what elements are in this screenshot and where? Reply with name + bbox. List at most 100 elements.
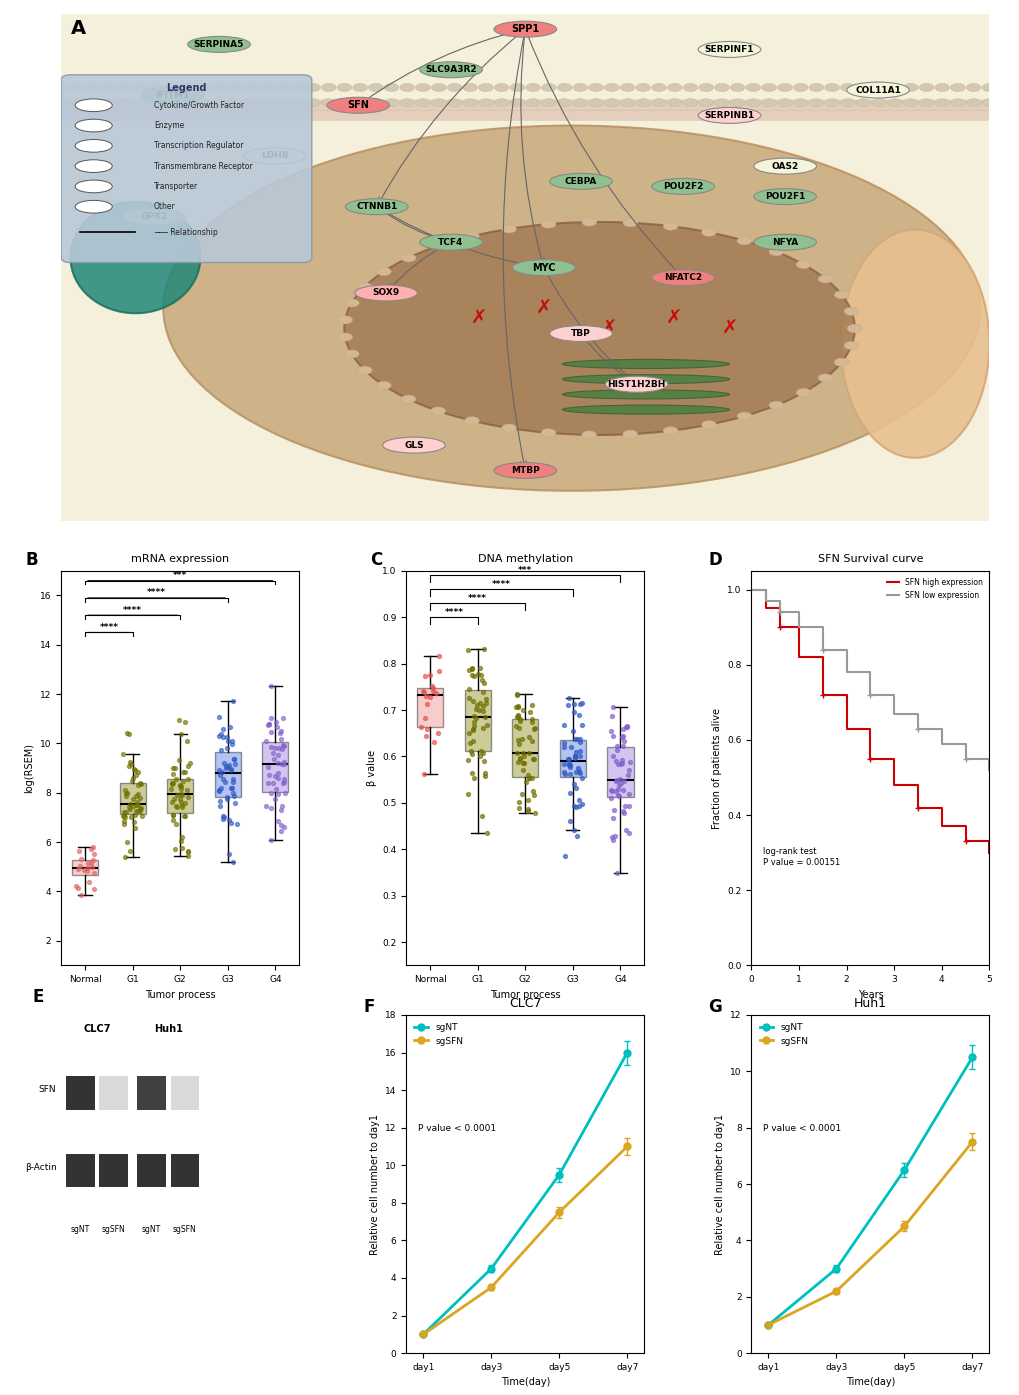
Point: [131, 771, 148, 794]
Point: [121, 723, 138, 745]
FancyBboxPatch shape: [61, 75, 312, 262]
Point: [270, 744, 286, 766]
Circle shape: [965, 99, 980, 107]
Point: [268, 710, 284, 732]
Point: [607, 780, 624, 802]
Point: [461, 678, 477, 700]
Circle shape: [211, 84, 226, 92]
Point: [570, 756, 586, 778]
Point: [165, 809, 181, 831]
Circle shape: [321, 84, 335, 92]
Line: sgSFN: sgSFN: [764, 1138, 975, 1328]
Circle shape: [651, 84, 665, 92]
Point: [515, 745, 531, 767]
Point: [526, 802, 542, 824]
Point: [615, 802, 632, 824]
Circle shape: [337, 333, 353, 342]
Point: [128, 794, 145, 816]
Point: [167, 769, 183, 791]
Text: Legend: Legend: [166, 82, 207, 92]
PathPatch shape: [167, 778, 194, 813]
Point: [72, 848, 89, 870]
Point: [263, 829, 279, 851]
Circle shape: [431, 99, 445, 107]
Circle shape: [871, 99, 886, 107]
Point: [76, 859, 93, 882]
Point: [604, 806, 621, 829]
Point: [567, 745, 583, 767]
Circle shape: [116, 84, 131, 92]
Circle shape: [823, 99, 839, 107]
Point: [224, 691, 240, 713]
Point: [181, 752, 198, 774]
Circle shape: [776, 99, 792, 107]
Point: [613, 778, 630, 801]
Legend: SFN high expression, SFN low expression: SFN high expression, SFN low expression: [883, 575, 984, 603]
Circle shape: [321, 99, 335, 107]
Point: [525, 784, 541, 806]
Point: [612, 749, 629, 771]
Point: [220, 753, 236, 776]
Circle shape: [305, 84, 320, 92]
Point: [169, 795, 185, 817]
Text: NFATC2: NFATC2: [663, 273, 701, 282]
Title: SFN Survival curve: SFN Survival curve: [817, 554, 922, 565]
Circle shape: [510, 84, 525, 92]
PathPatch shape: [71, 861, 98, 876]
Circle shape: [196, 99, 210, 107]
Point: [568, 777, 584, 799]
Point: [260, 713, 276, 735]
Ellipse shape: [141, 86, 204, 103]
Circle shape: [635, 84, 650, 92]
Ellipse shape: [419, 61, 482, 78]
Ellipse shape: [753, 234, 816, 250]
Text: F: F: [363, 997, 374, 1016]
sgSFN: [485, 1279, 497, 1296]
Point: [569, 728, 585, 751]
Text: ***: ***: [518, 566, 532, 575]
Circle shape: [148, 84, 163, 92]
X-axis label: Time(day): Time(day): [500, 1377, 549, 1388]
Point: [117, 847, 133, 869]
Point: [522, 702, 538, 724]
Ellipse shape: [561, 389, 729, 399]
Ellipse shape: [75, 201, 112, 213]
Point: [115, 805, 131, 827]
Circle shape: [353, 99, 367, 107]
Circle shape: [623, 430, 637, 438]
Point: [131, 798, 148, 820]
Point: [267, 737, 283, 759]
Point: [515, 759, 531, 781]
Point: [566, 692, 582, 714]
Point: [560, 755, 577, 777]
Circle shape: [415, 99, 430, 107]
Circle shape: [541, 84, 555, 92]
Title: CLC7: CLC7: [508, 996, 541, 1010]
Circle shape: [525, 84, 540, 92]
Point: [574, 714, 590, 737]
Circle shape: [164, 99, 178, 107]
Ellipse shape: [604, 377, 667, 392]
Point: [477, 688, 493, 710]
Point: [262, 707, 278, 730]
Point: [466, 704, 482, 727]
Point: [210, 706, 226, 728]
Circle shape: [446, 99, 462, 107]
Point: [173, 794, 190, 816]
Point: [218, 788, 234, 810]
Text: SERPINA5: SERPINA5: [194, 40, 244, 49]
Bar: [66, 1076, 95, 1109]
Point: [518, 770, 534, 792]
Ellipse shape: [561, 360, 729, 368]
Point: [417, 685, 433, 707]
Circle shape: [698, 84, 713, 92]
Point: [473, 664, 489, 686]
Point: [174, 797, 191, 819]
Point: [214, 769, 230, 791]
sgSFN: [965, 1133, 977, 1149]
Text: ✗: ✗: [600, 319, 616, 338]
SFN low expression: [816, 642, 828, 658]
Point: [86, 862, 102, 884]
Point: [510, 728, 526, 751]
Bar: [170, 1154, 199, 1187]
